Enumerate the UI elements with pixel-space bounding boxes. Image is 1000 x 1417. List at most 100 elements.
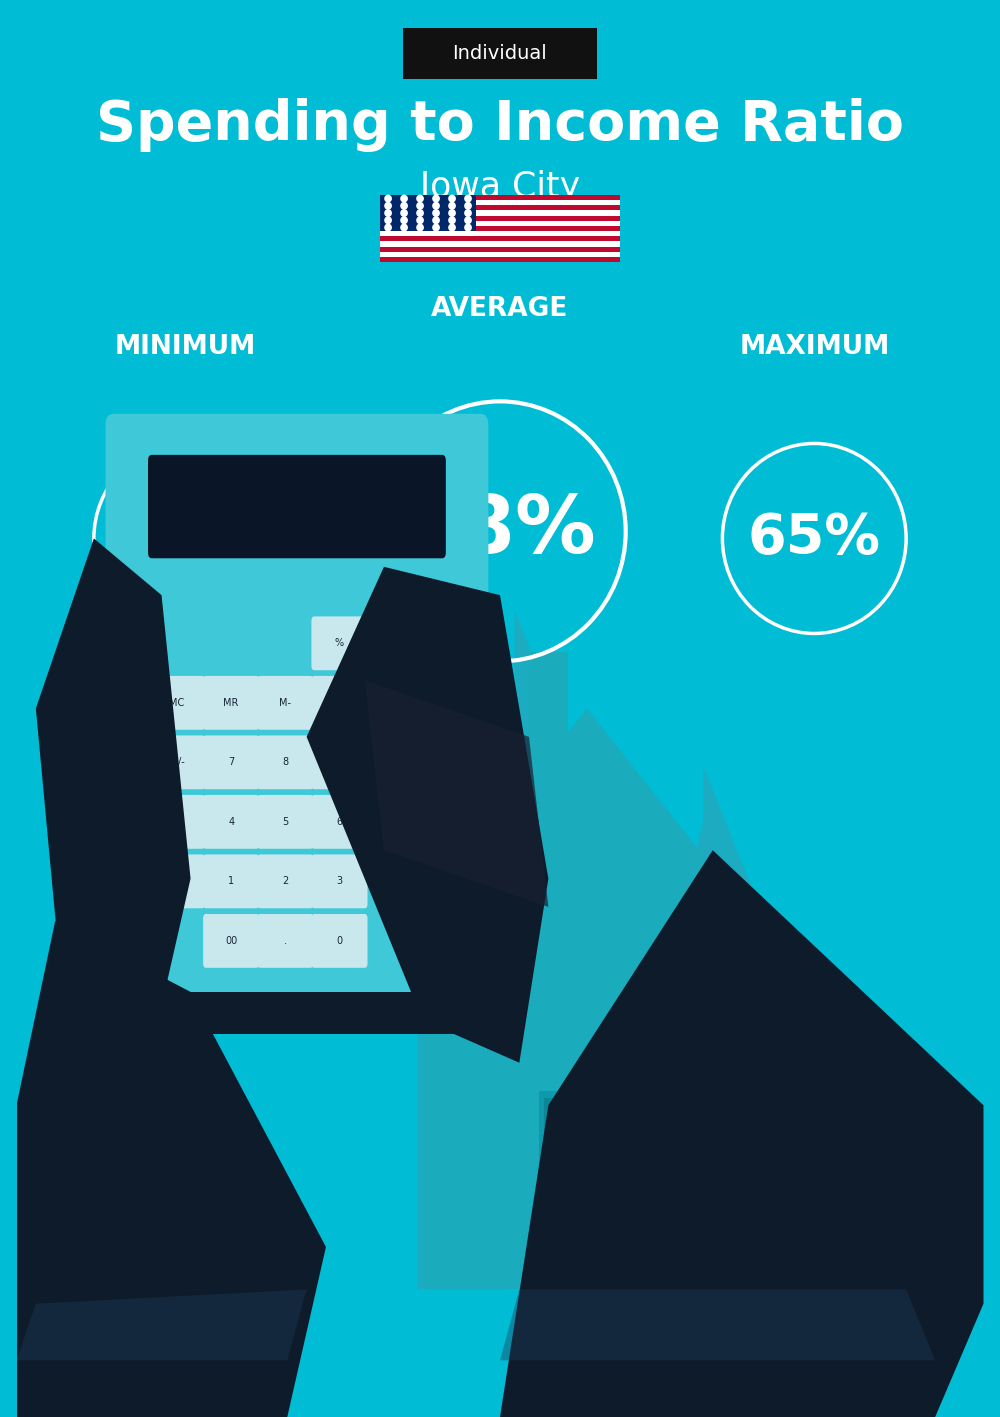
Ellipse shape [448, 217, 456, 224]
Text: 2: 2 [282, 876, 288, 887]
Ellipse shape [448, 201, 456, 210]
Ellipse shape [432, 224, 440, 231]
Ellipse shape [416, 210, 424, 217]
Ellipse shape [432, 201, 440, 210]
Bar [539, 1091, 635, 1289]
Bar [548, 1202, 674, 1216]
Text: 8: 8 [282, 757, 288, 768]
Text: 6: 6 [336, 816, 343, 828]
Bar [380, 215, 620, 221]
FancyBboxPatch shape [257, 914, 313, 968]
Bar [380, 225, 620, 231]
Text: MU: MU [386, 638, 401, 649]
FancyBboxPatch shape [366, 795, 422, 849]
FancyBboxPatch shape [311, 795, 368, 849]
Text: 58%: 58% [404, 492, 596, 571]
Ellipse shape [384, 194, 392, 203]
Bar [380, 196, 476, 231]
Polygon shape [500, 850, 984, 1417]
Text: C/A: C/A [169, 876, 185, 887]
FancyBboxPatch shape [311, 676, 368, 730]
Ellipse shape [416, 224, 424, 231]
FancyBboxPatch shape [366, 616, 422, 670]
Ellipse shape [400, 217, 408, 224]
FancyBboxPatch shape [203, 735, 259, 789]
Ellipse shape [384, 201, 392, 210]
Ellipse shape [464, 217, 472, 224]
Bar [529, 652, 568, 765]
Ellipse shape [448, 194, 456, 203]
Text: 1: 1 [228, 876, 234, 887]
Bar [380, 205, 620, 211]
Text: %: % [335, 638, 344, 649]
Text: 4: 4 [228, 816, 234, 828]
Text: 51%: 51% [119, 512, 252, 565]
Polygon shape [597, 765, 771, 1105]
Ellipse shape [751, 1110, 935, 1328]
FancyBboxPatch shape [148, 455, 446, 558]
Polygon shape [307, 567, 548, 1063]
Polygon shape [808, 1046, 879, 1070]
Bar [548, 1254, 674, 1289]
Bar [423, 978, 751, 1289]
FancyBboxPatch shape [311, 914, 368, 968]
FancyBboxPatch shape [203, 914, 259, 968]
Polygon shape [365, 680, 548, 907]
Ellipse shape [664, 1127, 790, 1268]
FancyBboxPatch shape [366, 676, 422, 730]
Ellipse shape [432, 210, 440, 217]
FancyBboxPatch shape [149, 735, 205, 789]
FancyBboxPatch shape [149, 854, 205, 908]
Polygon shape [384, 609, 597, 1034]
FancyBboxPatch shape [366, 735, 422, 789]
Text: 00: 00 [225, 935, 237, 947]
FancyBboxPatch shape [257, 676, 313, 730]
Ellipse shape [416, 217, 424, 224]
Text: Spending to Income Ratio: Spending to Income Ratio [96, 98, 904, 152]
Polygon shape [703, 1070, 751, 1091]
Ellipse shape [448, 224, 456, 231]
FancyBboxPatch shape [257, 854, 313, 908]
FancyBboxPatch shape [149, 676, 205, 730]
Text: 65%: 65% [748, 512, 881, 565]
Text: AVERAGE: AVERAGE [431, 296, 569, 322]
Ellipse shape [400, 194, 408, 203]
Bar [563, 1203, 689, 1238]
FancyBboxPatch shape [311, 735, 368, 789]
Bar [703, 1091, 751, 1127]
Text: 9: 9 [336, 757, 343, 768]
FancyBboxPatch shape [311, 616, 368, 670]
Bar [548, 1220, 674, 1234]
Text: :: : [392, 697, 395, 708]
Polygon shape [94, 992, 481, 1034]
FancyBboxPatch shape [149, 795, 205, 849]
Polygon shape [374, 708, 800, 978]
Text: M-: M- [279, 697, 291, 708]
Ellipse shape [384, 210, 392, 217]
FancyBboxPatch shape [257, 735, 313, 789]
Polygon shape [16, 921, 326, 1417]
Bar [380, 256, 620, 262]
Ellipse shape [432, 194, 440, 203]
Bar [558, 1220, 684, 1255]
Text: MC: MC [169, 697, 185, 708]
Polygon shape [500, 1289, 935, 1360]
Bar [548, 1275, 674, 1289]
FancyBboxPatch shape [257, 795, 313, 849]
Text: Individual: Individual [453, 44, 547, 64]
Bar [380, 196, 620, 200]
Bar [380, 247, 620, 252]
Text: MR: MR [223, 697, 239, 708]
Bar [380, 237, 620, 241]
Bar [548, 1238, 674, 1253]
Bar [403, 28, 597, 79]
Polygon shape [36, 538, 191, 1049]
Text: 0: 0 [336, 935, 343, 947]
Ellipse shape [464, 210, 472, 217]
Ellipse shape [400, 201, 408, 210]
Ellipse shape [464, 224, 472, 231]
Bar [548, 1197, 674, 1289]
Text: +/-: +/- [170, 757, 184, 768]
Ellipse shape [432, 217, 440, 224]
Polygon shape [640, 822, 766, 1289]
